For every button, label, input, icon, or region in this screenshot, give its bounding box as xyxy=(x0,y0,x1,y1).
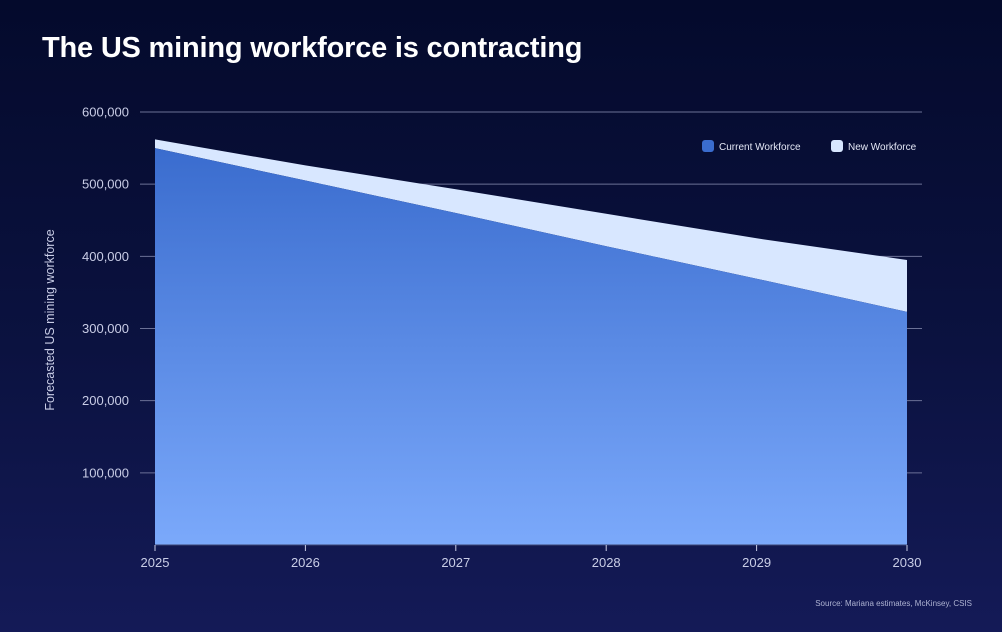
x-tick-label: 2027 xyxy=(441,555,470,570)
legend-swatch-current-workforce xyxy=(702,140,714,152)
x-tick-label: 2025 xyxy=(141,555,170,570)
legend-label-current-workforce: Current Workforce xyxy=(719,142,801,153)
axes: 100,000 200,000 300,000 400,000 500,000 600,0… xyxy=(82,105,921,571)
x-tick-label: 2028 xyxy=(592,555,621,570)
y-tick-label: 400,000 xyxy=(82,249,129,264)
y-tick-label: 200,000 xyxy=(82,393,129,408)
y-tick-label: 100,000 xyxy=(82,465,129,480)
x-tick-label: 2030 xyxy=(893,555,922,570)
chart-title: The US mining workforce is contracting xyxy=(42,32,583,64)
legend-item-current-workforce[interactable]: Current Workforce xyxy=(702,140,801,153)
y-tick-label: 600,000 xyxy=(82,105,129,120)
legend-swatch-new-workforce xyxy=(831,140,843,152)
source-note: Source: Mariana estimates, McKinsey, CSI… xyxy=(815,599,972,608)
x-tick-label: 2026 xyxy=(291,555,320,570)
legend: Current Workforce New Workforce xyxy=(702,140,917,153)
y-tick-label: 300,000 xyxy=(82,321,129,336)
legend-item-new-workforce[interactable]: New Workforce xyxy=(831,140,917,153)
area-new-workforce xyxy=(155,139,907,312)
x-tick-label: 2029 xyxy=(742,555,771,570)
legend-label-new-workforce: New Workforce xyxy=(848,142,917,153)
plot-areas xyxy=(155,139,907,546)
y-tick-label: 500,000 xyxy=(82,177,129,192)
y-axis-title: Forecasted US mining workforce xyxy=(43,229,57,410)
area-current-workforce xyxy=(155,148,907,546)
